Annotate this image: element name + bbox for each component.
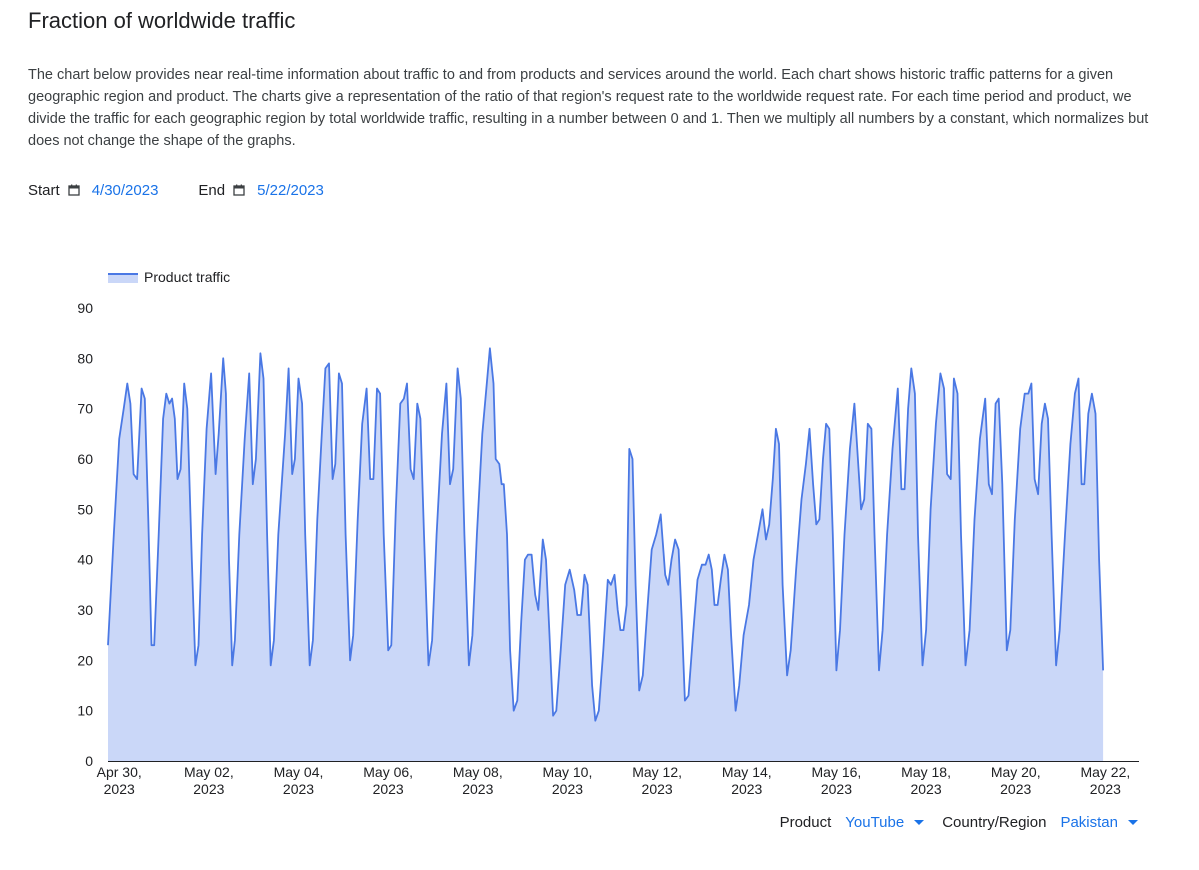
y-tick-label: 0	[85, 753, 93, 769]
x-tick-year: 2023	[373, 781, 404, 797]
x-tick-year: 2023	[1090, 781, 1121, 797]
x-tick-year: 2023	[104, 781, 135, 797]
x-tick-label: May 02,	[184, 764, 234, 780]
y-tick-label: 90	[77, 300, 93, 316]
chart-controls: Product YouTube Country/Region Pakistan	[780, 814, 1138, 831]
region-value: Pakistan	[1060, 814, 1118, 831]
x-tick-year: 2023	[552, 781, 583, 797]
x-tick-label: May 12,	[632, 764, 682, 780]
end-date-picker[interactable]: End 5/22/2023	[198, 182, 323, 199]
x-tick-year: 2023	[1000, 781, 1031, 797]
y-tick-label: 70	[77, 401, 93, 417]
x-tick-label: May 22,	[1080, 764, 1130, 780]
y-tick-label: 80	[77, 350, 93, 366]
x-tick-label: May 16,	[812, 764, 862, 780]
y-tick-label: 20	[77, 652, 93, 668]
end-date-label: End	[198, 181, 226, 199]
caret-down-icon	[914, 820, 925, 825]
calendar-icon	[68, 184, 80, 196]
start-date-label: Start	[28, 181, 60, 199]
x-tick-label: May 08,	[453, 764, 503, 780]
y-tick-label: 30	[77, 602, 93, 618]
page-title: Fraction of worldwide traffic	[28, 8, 296, 33]
region-dropdown[interactable]: Pakistan	[1060, 814, 1138, 831]
x-tick-label: May 20,	[991, 764, 1041, 780]
x-tick-year: 2023	[642, 781, 673, 797]
x-tick-label: May 14,	[722, 764, 772, 780]
legend-label: Product traffic	[144, 269, 230, 285]
caret-down-icon	[1128, 820, 1138, 825]
series-area-product-traffic	[108, 348, 1104, 761]
x-tick-label: May 04,	[274, 764, 324, 780]
x-tick-year: 2023	[462, 781, 493, 797]
x-tick-label: May 06,	[363, 764, 413, 780]
x-tick-label: Apr 30,	[97, 764, 142, 780]
end-date-value[interactable]: 5/22/2023	[257, 181, 324, 199]
chart-description: The chart below provides near real-time …	[28, 67, 1149, 149]
x-tick-year: 2023	[193, 781, 224, 797]
x-tick-label: May 18,	[901, 764, 951, 780]
start-date-value[interactable]: 4/30/2023	[91, 181, 159, 199]
region-label: Country/Region	[942, 814, 1047, 831]
x-tick-label: May 10,	[543, 764, 593, 780]
x-tick-year: 2023	[821, 781, 852, 797]
y-tick-label: 50	[77, 501, 93, 517]
x-tick-year: 2023	[910, 781, 941, 797]
product-value: YouTube	[845, 814, 905, 831]
product-label: Product	[779, 814, 832, 831]
x-tick-year: 2023	[283, 781, 314, 797]
calendar-icon	[233, 184, 245, 196]
y-tick-label: 60	[77, 451, 93, 467]
start-date-picker[interactable]: Start 4/30/2023	[28, 182, 158, 199]
traffic-chart: Product traffic 0 10 20 30 40 50 60 70 80 90 Apr 30…	[77, 269, 1139, 797]
x-tick-year: 2023	[731, 781, 762, 797]
y-tick-label: 10	[77, 703, 93, 719]
legend-swatch	[108, 273, 138, 283]
product-dropdown[interactable]: YouTube	[845, 814, 925, 831]
y-tick-label: 40	[77, 552, 93, 568]
date-range: Start 4/30/2023 End 5/22/2023	[28, 178, 364, 202]
series-line-product-traffic	[107, 347, 1104, 722]
